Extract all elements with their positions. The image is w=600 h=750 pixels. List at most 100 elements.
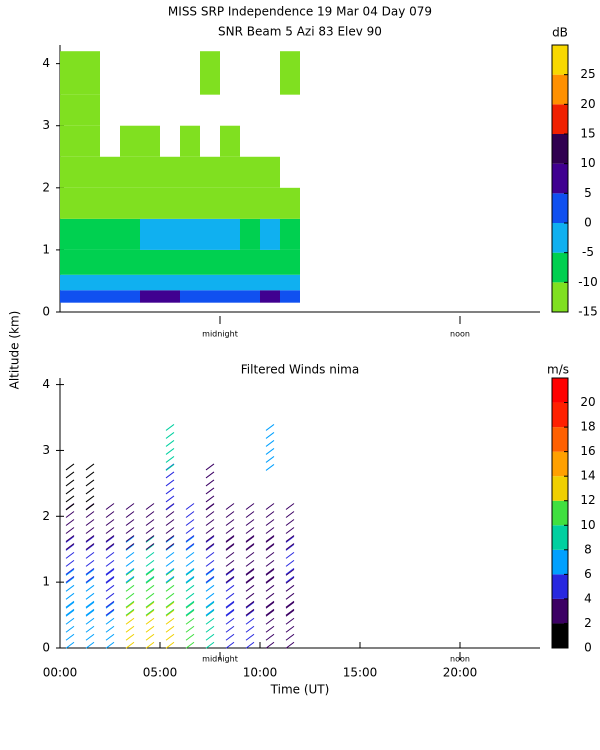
heatmap-cell — [240, 187, 260, 219]
barb-stroke — [185, 543, 195, 551]
barb-stroke — [145, 633, 155, 641]
barb-stroke — [265, 503, 275, 510]
heatmap-cell — [80, 156, 100, 188]
heatmap-cell — [60, 249, 80, 275]
wind-barb — [205, 568, 215, 616]
wind-barb — [165, 503, 175, 550]
barb-stroke — [285, 641, 295, 649]
barb-stroke — [285, 503, 295, 510]
colorbar-tick-label: 2 — [584, 616, 592, 630]
barb-stroke — [165, 479, 175, 487]
heatmap-cell — [260, 290, 280, 303]
wind-barb — [185, 535, 195, 583]
heatmap-cell — [100, 218, 120, 250]
colorbar-segment — [552, 104, 568, 134]
heatmap-cell — [120, 187, 140, 219]
barb-stroke — [165, 503, 175, 511]
heatmap-cell — [160, 156, 180, 188]
wind-barb — [85, 601, 95, 649]
heatmap-cell — [160, 274, 180, 291]
barb-stroke — [85, 575, 95, 583]
barb-stroke — [145, 535, 155, 543]
barb-stroke — [285, 584, 295, 592]
barb-stroke — [105, 601, 115, 609]
barb-stroke — [145, 592, 155, 600]
barb-stroke — [85, 567, 95, 575]
barb-stroke — [245, 543, 255, 550]
barb-stroke — [105, 559, 115, 567]
wind-barb — [145, 568, 155, 616]
annotation: midnight — [202, 655, 238, 664]
barb-stroke — [285, 535, 295, 542]
barb-stroke — [105, 575, 115, 583]
colorbar-segment — [552, 252, 568, 283]
barb-stroke — [205, 527, 215, 534]
heatmap-cell — [60, 51, 80, 95]
barb-stroke — [65, 503, 75, 511]
barb-stroke — [285, 592, 295, 600]
barb-stroke — [165, 519, 175, 526]
colorbar-segment — [552, 525, 568, 550]
colorbar-segment — [552, 45, 568, 75]
wind-barb — [185, 503, 195, 550]
barb-stroke — [165, 471, 175, 479]
wind-barb — [125, 601, 135, 649]
barb-stroke — [85, 625, 95, 633]
wind-barb — [165, 601, 175, 649]
colorbar-segment — [552, 427, 568, 452]
colorbar-segment — [552, 451, 568, 477]
colorbar-segment — [552, 193, 568, 223]
barb-stroke — [145, 568, 155, 576]
barb-stroke — [265, 535, 275, 542]
barb-stroke — [185, 576, 195, 584]
wind-barb — [85, 535, 95, 583]
barb-stroke — [125, 511, 135, 518]
barb-stroke — [265, 543, 275, 551]
barb-stroke — [65, 641, 75, 649]
colorbar-segment — [552, 402, 568, 428]
barb-stroke — [125, 584, 135, 592]
y-axis-label: Altitude (km) — [8, 311, 22, 390]
barb-stroke — [105, 535, 115, 543]
wind-barb — [205, 601, 215, 649]
barb-stroke — [265, 543, 275, 550]
wind-barb — [245, 568, 255, 616]
heatmap-cell — [280, 290, 300, 303]
barb-stroke — [205, 471, 215, 479]
barb-stroke — [205, 576, 215, 584]
colorbar-segment — [552, 282, 568, 312]
barb-stroke — [125, 576, 135, 584]
barb-stroke — [265, 584, 275, 592]
barb-stroke — [265, 432, 275, 439]
barb-stroke — [225, 617, 235, 625]
barb-stroke — [285, 568, 295, 576]
barb-stroke — [165, 535, 175, 543]
barb-stroke — [125, 535, 135, 543]
x-tick-label: 10:00 — [243, 666, 278, 680]
barb-stroke — [245, 576, 255, 584]
barb-stroke — [225, 568, 235, 576]
wind-barb — [125, 535, 135, 583]
barb-stroke — [265, 641, 275, 649]
barb-stroke — [145, 584, 155, 592]
barb-stroke — [285, 625, 295, 633]
barb-stroke — [225, 527, 235, 534]
barb-stroke — [285, 567, 295, 575]
barb-stroke — [245, 617, 255, 625]
y-tick-label: 3 — [42, 118, 50, 132]
heatmap-cell — [220, 125, 240, 157]
barb-stroke — [85, 519, 95, 526]
x-tick-label: 20:00 — [443, 666, 478, 680]
barb-stroke — [285, 617, 295, 625]
barb-stroke — [205, 487, 215, 495]
barb-stroke — [145, 575, 155, 583]
heatmap-cell — [280, 274, 300, 291]
heatmap-cell — [200, 274, 220, 291]
colorbar-segment — [552, 74, 568, 105]
x-tick-label: 05:00 — [143, 666, 178, 680]
barb-stroke — [225, 633, 235, 641]
wind-barb — [65, 601, 75, 649]
wind-barb — [225, 601, 235, 649]
heatmap-cell — [220, 218, 240, 250]
chart-title: Filtered Winds nima — [241, 363, 359, 377]
